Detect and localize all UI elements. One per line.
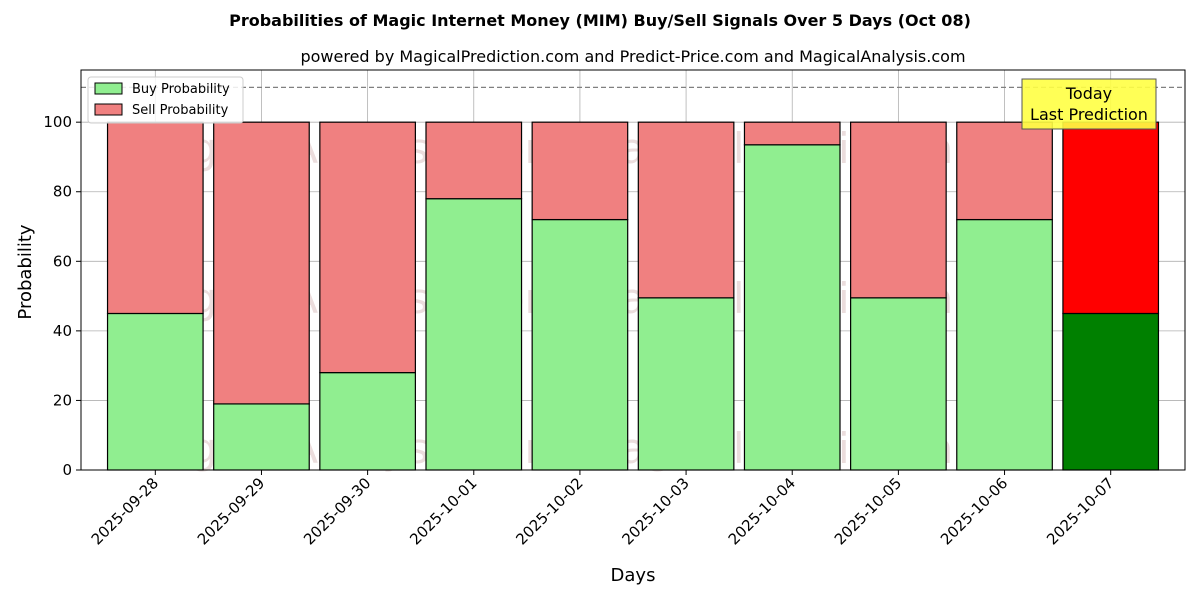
annotation-line-2: Last Prediction <box>1030 105 1148 124</box>
x-axis-label: Days <box>611 565 656 586</box>
annotation-box <box>1021 78 1157 130</box>
bar-sell-2025-09-29 <box>213 121 310 405</box>
bar-buy-2025-10-06 <box>956 218 1053 471</box>
y-tick-label: 100 <box>43 113 72 131</box>
bar-sell-2025-10-01 <box>425 121 523 200</box>
bar-sell-2025-09-28 <box>106 121 204 315</box>
bar-buy-2025-10-02 <box>531 218 629 471</box>
plot-frame <box>80 69 1186 471</box>
bar-sell-2025-10-05 <box>850 121 947 299</box>
bar-buy-2025-10-04 <box>743 144 841 471</box>
y-tick-label: 40 <box>53 322 72 340</box>
legend-label-sell: Sell Probability <box>132 103 229 118</box>
bar-sell-2025-10-06 <box>956 121 1053 221</box>
bar-buy-2025-09-28 <box>106 312 204 471</box>
y-axis-label: Probability <box>15 224 36 319</box>
x-tick-label: 2025-10-05 <box>831 474 905 548</box>
legend-box <box>87 76 244 124</box>
y-tick-label: 20 <box>53 391 72 409</box>
x-tick-label: 2025-10-01 <box>406 474 480 548</box>
x-tick-label: 2025-10-02 <box>512 474 586 548</box>
legend-label-buy: Buy Probability <box>132 82 230 97</box>
bar-buy-2025-10-07 <box>1062 312 1160 471</box>
y-tick-label: 0 <box>62 461 72 479</box>
x-tick-label: 2025-10-03 <box>619 474 693 548</box>
chart-subtitle: powered by MagicalPrediction.com and Pre… <box>300 47 965 66</box>
legend: Buy Probability Sell Probability <box>87 76 244 124</box>
bar-sell-2025-10-03 <box>637 121 735 299</box>
x-tick-label: 2025-09-30 <box>300 474 374 548</box>
bar-buy-2025-09-30 <box>319 372 416 471</box>
x-tick-label: 2025-09-28 <box>88 474 162 548</box>
y-tick-label: 80 <box>53 183 72 201</box>
plot-area: MagicalAnalysis.comMagicalPrediction.com… <box>43 69 1186 548</box>
bar-buy-2025-10-05 <box>850 297 947 471</box>
legend-swatch-sell <box>94 103 123 116</box>
x-tick-label: 2025-10-07 <box>1043 474 1117 548</box>
bar-sell-2025-09-30 <box>319 121 416 374</box>
bar-sell-2025-10-07 <box>1062 121 1160 315</box>
bar-buy-2025-09-29 <box>213 403 310 471</box>
x-tick-label: 2025-10-04 <box>725 474 799 548</box>
x-tick-label: 2025-10-06 <box>937 474 1011 548</box>
bar-sell-2025-10-02 <box>531 121 629 221</box>
bar-buy-2025-10-01 <box>425 198 523 471</box>
y-tick-label: 60 <box>53 252 72 270</box>
annotation-line-1: Today <box>1065 84 1112 103</box>
legend-swatch-buy <box>94 82 123 95</box>
bar-buy-2025-10-03 <box>637 297 735 471</box>
bar-sell-2025-10-04 <box>743 121 841 146</box>
today-annotation: Today Last Prediction <box>1021 78 1157 130</box>
chart-title: Probabilities of Magic Internet Money (M… <box>229 11 971 30</box>
x-tick-label: 2025-09-29 <box>194 474 268 548</box>
